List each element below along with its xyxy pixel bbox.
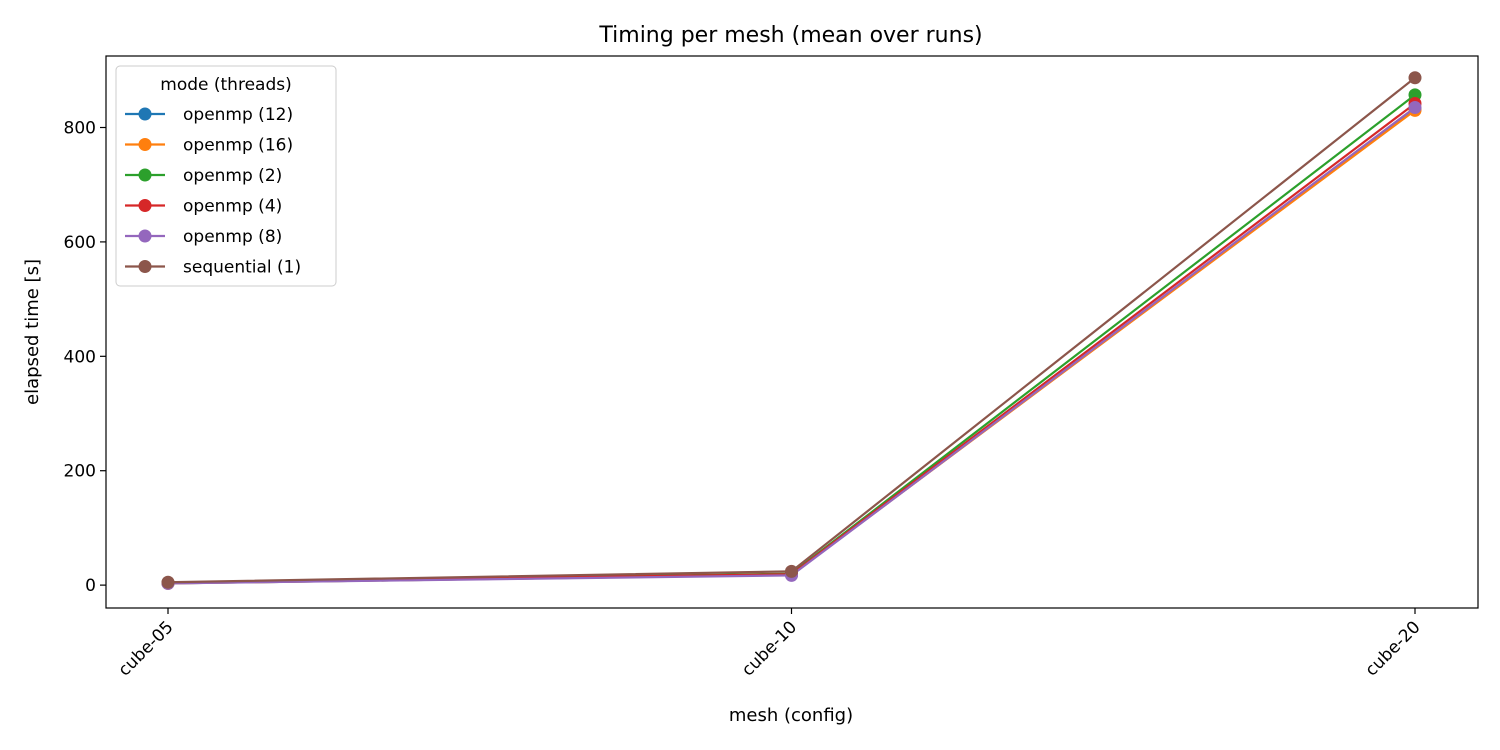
legend-box bbox=[115, 65, 337, 287]
legend-marker bbox=[138, 107, 152, 121]
y-tick-label: 800 bbox=[64, 119, 96, 139]
legend-marker bbox=[138, 199, 152, 212]
plot-area bbox=[161, 71, 1422, 590]
x-tick-label: cube-05 bbox=[115, 617, 178, 680]
data-point-sequential-1 bbox=[161, 575, 175, 589]
y-axis-label: elapsed time [s] bbox=[22, 259, 43, 405]
y-tick-label: 600 bbox=[64, 233, 96, 253]
legend: mode (threads) openmp (12)openmp (16)ope… bbox=[115, 65, 337, 287]
y-axis: 0 200 400 600 800 bbox=[64, 119, 106, 596]
chart-title: Timing per mesh (mean over runs) bbox=[598, 23, 982, 48]
series-line-openmp-12 bbox=[167, 108, 1416, 585]
x-axis-label: mesh (config) bbox=[729, 705, 853, 726]
legend-items: openmp (12) openmp (16) openmp (2) openmp (… bbox=[125, 105, 301, 278]
series-line-openmp-16 bbox=[167, 109, 1416, 585]
x-axis: cube-05 cube-10 cube-20 bbox=[115, 608, 1425, 680]
series-line-openmp-2 bbox=[167, 94, 1416, 584]
x-tick-label: cube-20 bbox=[1362, 617, 1425, 680]
legend-label: openmp (8) bbox=[183, 227, 282, 247]
series-line-openmp-8 bbox=[167, 106, 1416, 585]
legend-marker bbox=[138, 168, 152, 182]
legend-title: mode (threads) bbox=[160, 75, 291, 95]
legend-label: openmp (4) bbox=[183, 197, 282, 217]
legend-label: openmp (2) bbox=[183, 166, 282, 186]
data-point-openmp-8 bbox=[1408, 100, 1422, 114]
legend-label: openmp (12) bbox=[183, 105, 293, 125]
series-line-sequential-1 bbox=[167, 76, 1416, 584]
legend-label: sequential (1) bbox=[183, 258, 301, 278]
legend-marker bbox=[138, 260, 152, 273]
data-point-sequential-1 bbox=[1408, 71, 1422, 85]
data-point-sequential-1 bbox=[785, 564, 798, 578]
series-line-openmp-4 bbox=[167, 102, 1416, 584]
y-tick-label: 400 bbox=[64, 347, 96, 367]
legend-marker bbox=[138, 229, 152, 243]
legend-marker bbox=[138, 138, 152, 151]
x-tick-label: cube-10 bbox=[738, 617, 801, 680]
y-tick-label: 200 bbox=[64, 462, 96, 482]
y-tick-label: 0 bbox=[85, 576, 96, 596]
legend-label: openmp (16) bbox=[183, 136, 293, 156]
